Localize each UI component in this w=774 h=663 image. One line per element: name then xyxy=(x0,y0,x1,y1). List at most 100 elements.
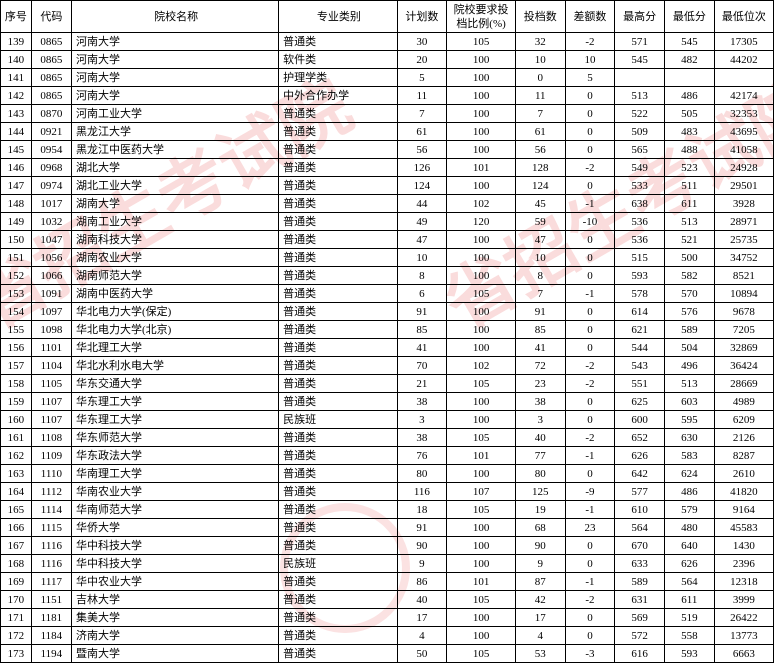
cell-plan: 6 xyxy=(397,285,447,303)
table-row: 1651114华南师范大学普通类1810519-16105799164 xyxy=(1,501,774,519)
cell-tou: 23 xyxy=(515,375,565,393)
cell-max: 626 xyxy=(615,447,665,465)
cell-max: 578 xyxy=(615,285,665,303)
cell-code: 1181 xyxy=(31,609,71,627)
cell-diff: 0 xyxy=(565,249,615,267)
cell-major: 普通类 xyxy=(279,465,397,483)
cell-min: 523 xyxy=(665,159,715,177)
cell-code: 1047 xyxy=(31,231,71,249)
cell-seq: 142 xyxy=(1,87,32,105)
cell-name: 华南理工大学 xyxy=(72,465,279,483)
cell-ratio: 120 xyxy=(447,213,516,231)
cell-diff: 0 xyxy=(565,267,615,285)
cell-min: 564 xyxy=(665,573,715,591)
cell-name: 华中农业大学 xyxy=(72,573,279,591)
cell-name: 华北理工大学 xyxy=(72,339,279,357)
cell-diff: 0 xyxy=(565,303,615,321)
cell-tou: 10 xyxy=(515,51,565,69)
cell-diff: 0 xyxy=(565,555,615,573)
table-row: 1671116华中科技大学普通类901009006706401430 xyxy=(1,537,774,555)
cell-rank: 41820 xyxy=(714,483,773,501)
cell-diff: -1 xyxy=(565,573,615,591)
cell-code: 1151 xyxy=(31,591,71,609)
cell-code: 1105 xyxy=(31,375,71,393)
cell-plan: 38 xyxy=(397,429,447,447)
cell-name: 华中科技大学 xyxy=(72,537,279,555)
cell-max: 544 xyxy=(615,339,665,357)
cell-seq: 143 xyxy=(1,105,32,123)
cell-min: 624 xyxy=(665,465,715,483)
cell-seq: 144 xyxy=(1,123,32,141)
cell-ratio: 100 xyxy=(447,465,516,483)
cell-max: 652 xyxy=(615,429,665,447)
cell-max: 513 xyxy=(615,87,665,105)
cell-diff: 0 xyxy=(565,141,615,159)
table-row: 1491032湖南工业大学普通类4912059-1053651328971 xyxy=(1,213,774,231)
cell-major: 民族班 xyxy=(279,555,397,573)
header-max: 最高分 xyxy=(615,1,665,33)
cell-name: 华南农业大学 xyxy=(72,483,279,501)
cell-diff: 0 xyxy=(565,609,615,627)
cell-rank xyxy=(714,69,773,87)
cell-code: 1184 xyxy=(31,627,71,645)
table-row: 1511056湖南农业大学普通类1010010051550034752 xyxy=(1,249,774,267)
cell-rank: 17305 xyxy=(714,33,773,51)
table-row: 1410865河南大学护理学类510005 xyxy=(1,69,774,87)
cell-plan: 5 xyxy=(397,69,447,87)
cell-max: 551 xyxy=(615,375,665,393)
cell-min: 570 xyxy=(665,285,715,303)
cell-rank: 24928 xyxy=(714,159,773,177)
header-min: 最低分 xyxy=(665,1,715,33)
cell-min: 486 xyxy=(665,87,715,105)
cell-diff: 0 xyxy=(565,231,615,249)
cell-max: 515 xyxy=(615,249,665,267)
table-row: 1561101华北理工大学普通类4110041054450432869 xyxy=(1,339,774,357)
cell-name: 河南大学 xyxy=(72,69,279,87)
cell-major: 普通类 xyxy=(279,177,397,195)
cell-diff: 0 xyxy=(565,627,615,645)
cell-major: 普通类 xyxy=(279,33,397,51)
cell-name: 华东交通大学 xyxy=(72,375,279,393)
cell-major: 普通类 xyxy=(279,609,397,627)
cell-name: 华东政法大学 xyxy=(72,447,279,465)
cell-max: 621 xyxy=(615,321,665,339)
cell-min: 611 xyxy=(665,591,715,609)
cell-plan: 41 xyxy=(397,339,447,357)
cell-code: 0865 xyxy=(31,69,71,87)
table-row: 1501047湖南科技大学普通类4710047053652125735 xyxy=(1,231,774,249)
cell-ratio: 100 xyxy=(447,627,516,645)
cell-min: 593 xyxy=(665,645,715,663)
cell-rank: 9678 xyxy=(714,303,773,321)
table-row: 1531091湖南中医药大学普通类61057-157857010894 xyxy=(1,285,774,303)
cell-ratio: 100 xyxy=(447,231,516,249)
cell-name: 华侨大学 xyxy=(72,519,279,537)
cell-min: 595 xyxy=(665,411,715,429)
cell-diff: 0 xyxy=(565,465,615,483)
cell-plan: 86 xyxy=(397,573,447,591)
cell-seq: 147 xyxy=(1,177,32,195)
cell-plan: 47 xyxy=(397,231,447,249)
cell-name: 河南大学 xyxy=(72,87,279,105)
cell-code: 1110 xyxy=(31,465,71,483)
cell-seq: 172 xyxy=(1,627,32,645)
cell-code: 0865 xyxy=(31,51,71,69)
cell-max: 571 xyxy=(615,33,665,51)
cell-ratio: 105 xyxy=(447,285,516,303)
cell-diff: 0 xyxy=(565,537,615,555)
cell-code: 1116 xyxy=(31,555,71,573)
cell-ratio: 100 xyxy=(447,519,516,537)
cell-diff: 0 xyxy=(565,177,615,195)
cell-plan: 50 xyxy=(397,645,447,663)
cell-major: 普通类 xyxy=(279,591,397,609)
cell-seq: 168 xyxy=(1,555,32,573)
cell-diff: -3 xyxy=(565,645,615,663)
cell-tou: 10 xyxy=(515,249,565,267)
table-row: 1611108华东师范大学普通类3810540-26526302126 xyxy=(1,429,774,447)
cell-min: 611 xyxy=(665,195,715,213)
cell-tou: 0 xyxy=(515,69,565,87)
cell-rank: 4989 xyxy=(714,393,773,411)
table-row: 1521066湖南师范大学普通类8100805935828521 xyxy=(1,267,774,285)
cell-plan: 49 xyxy=(397,213,447,231)
table-row: 1571104华北水利水电大学普通类7010272-254349636424 xyxy=(1,357,774,375)
table-row: 1641112华南农业大学普通类116107125-957748641820 xyxy=(1,483,774,501)
